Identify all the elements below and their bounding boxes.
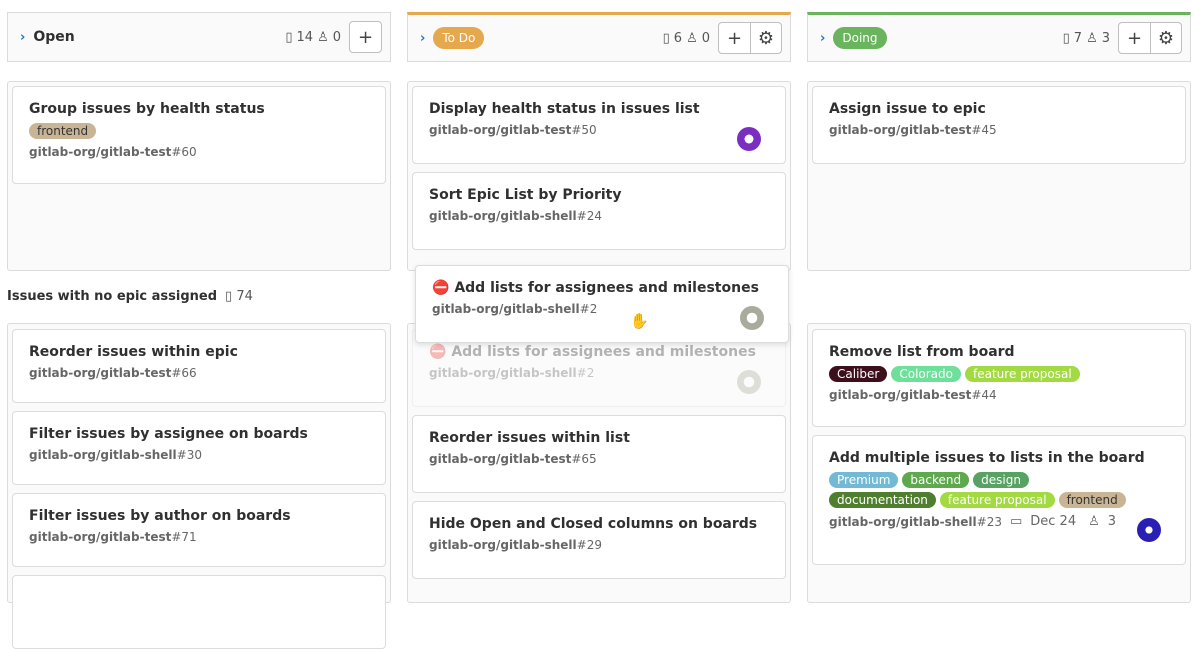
list-title: Open: [33, 29, 75, 45]
issue-card[interactable]: Sort Epic List by Priority gitlab-org/gi…: [412, 172, 786, 250]
issue-title[interactable]: Reorder issues within list: [429, 430, 630, 446]
label[interactable]: feature proposal: [939, 492, 1055, 508]
issue-card[interactable]: Remove list from board Caliber Colorado …: [812, 329, 1186, 427]
label[interactable]: Premium: [829, 472, 899, 488]
issue-card[interactable]: Assign issue to epic gitlab-org/gitlab-t…: [812, 86, 1186, 164]
lane1-open-list: Group issues by health status frontend g…: [7, 81, 391, 271]
issue-title[interactable]: Add lists for assignees and milestones: [454, 280, 759, 296]
list-label: Doing: [833, 27, 887, 49]
issue-title[interactable]: Display health status in issues list: [429, 101, 700, 117]
label[interactable]: feature proposal: [965, 366, 1080, 382]
blocked-issue-icon: ⛔: [432, 280, 450, 296]
label[interactable]: frontend: [1058, 492, 1126, 508]
add-issue-button[interactable]: +: [726, 27, 743, 49]
issue-card[interactable]: Reorder issues within epic gitlab-org/git…: [12, 329, 386, 403]
assignee-avatar[interactable]: [740, 306, 764, 330]
settings-gear-icon[interactable]: ⚙: [750, 23, 781, 53]
chevron-icon[interactable]: ›: [820, 30, 826, 46]
swimlane-header[interactable]: Issues with no epic assigned ▯ 74: [7, 289, 253, 304]
issue-weight: 3: [1107, 514, 1117, 529]
weight-icon: ♙: [686, 30, 698, 46]
issue-title[interactable]: Sort Epic List by Priority: [429, 187, 622, 203]
issue-card[interactable]: Reorder issues within list gitlab-org/git…: [412, 415, 786, 493]
issue-count: 14: [296, 29, 314, 45]
add-issue-button[interactable]: +: [1126, 27, 1143, 49]
label[interactable]: Colorado: [891, 366, 961, 382]
lane1-todo-list: Display health status in issues list git…: [407, 81, 791, 271]
issue-title[interactable]: Remove list from board: [829, 344, 1015, 360]
lane2-open-list: Reorder issues within epic gitlab-org/git…: [7, 323, 391, 649]
label[interactable]: backend: [902, 472, 970, 488]
list-header-doing: › Doing ▯ 7 ♙ 3 + ⚙: [807, 12, 1191, 62]
issue-card[interactable]: Add multiple issues to lists in the boar…: [812, 435, 1186, 565]
weight-count: 0: [701, 30, 710, 46]
issue-card[interactable]: Filter issues by author on boards gitlab-…: [12, 493, 386, 567]
weight-icon: ♙: [1088, 514, 1100, 529]
dragged-issue-card[interactable]: ⛔ Add lists for assignees and milestones…: [415, 265, 789, 343]
list-label: To Do: [433, 27, 485, 49]
label[interactable]: documentation: [829, 492, 936, 508]
weight-count: 3: [1101, 30, 1110, 46]
issues-icon: ▯: [1062, 30, 1070, 46]
issue-card[interactable]: Display health status in issues list git…: [412, 86, 786, 164]
due-date: Dec 24: [1030, 514, 1077, 529]
list-header-todo: › To Do ▯ 6 ♙ 0 + ⚙: [407, 12, 791, 62]
issue-title[interactable]: Add multiple issues to lists in the boar…: [829, 450, 1145, 466]
issue-title[interactable]: Filter issues by assignee on boards: [29, 426, 308, 442]
issue-title[interactable]: Filter issues by author on boards: [29, 508, 291, 524]
issue-title[interactable]: Hide Open and Closed columns on boards: [429, 516, 758, 532]
issue-count: 6: [673, 30, 683, 46]
calendar-icon: ▭: [1009, 514, 1023, 529]
issue-card[interactable]: Filter issues by assignee on boards gitla…: [12, 411, 386, 485]
issue-title[interactable]: Assign issue to epic: [829, 101, 986, 117]
weight-icon: ♙: [317, 29, 329, 45]
issues-icon: ▯ 74: [225, 289, 253, 304]
issue-project: gitlab-org/gitlab-test#60: [29, 145, 197, 159]
label[interactable]: frontend: [29, 123, 97, 139]
assignee-avatar: [737, 370, 761, 394]
weight-icon: ♙: [1086, 30, 1098, 46]
issue-title[interactable]: Reorder issues within epic: [29, 344, 238, 360]
assignee-avatar[interactable]: [737, 127, 761, 151]
weight-count: 0: [332, 29, 341, 45]
list-header-open: › Open ▯ 14 ♙ 0 +: [7, 12, 391, 62]
add-issue-button[interactable]: +: [357, 26, 374, 48]
lane2-doing-list: Remove list from board Caliber Colorado …: [807, 323, 1191, 603]
blocked-issue-icon: ⛔: [429, 344, 447, 360]
label[interactable]: design: [973, 472, 1029, 488]
issue-title[interactable]: Group issues by health status: [29, 101, 265, 117]
issues-icon: ▯: [662, 30, 670, 46]
issues-icon: ▯: [285, 29, 293, 45]
swimlane-title: Issues with no epic assigned: [7, 289, 218, 304]
label[interactable]: Caliber: [829, 366, 888, 382]
grab-cursor-icon: ✋: [630, 312, 649, 330]
lane1-doing-list: Assign issue to epic gitlab-org/gitlab-t…: [807, 81, 1191, 271]
chevron-icon[interactable]: ›: [420, 30, 426, 46]
issue-card[interactable]: Hide Open and Closed columns on boards gi…: [412, 501, 786, 579]
issue-card[interactable]: [12, 575, 386, 649]
issue-count: 7: [1073, 30, 1083, 46]
assignee-avatar[interactable]: [1137, 518, 1161, 542]
chevron-icon[interactable]: ›: [20, 29, 26, 45]
issue-card[interactable]: Group issues by health status frontend g…: [12, 86, 386, 184]
settings-gear-icon[interactable]: ⚙: [1150, 23, 1181, 53]
lane2-todo-list: ⛔ Add lists for assignees and milestones…: [407, 323, 791, 603]
